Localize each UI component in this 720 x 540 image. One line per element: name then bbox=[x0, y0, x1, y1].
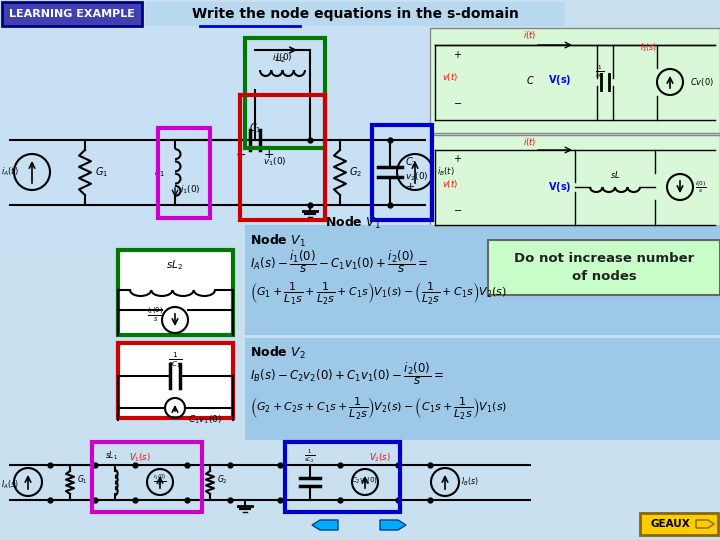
Text: $i(t)$: $i(t)$ bbox=[523, 136, 536, 148]
Text: $\frac{i_1(0)}{s}$: $\frac{i_1(0)}{s}$ bbox=[153, 472, 167, 488]
Text: $V_2(s)$: $V_2(s)$ bbox=[369, 452, 391, 464]
Text: $G_2$: $G_2$ bbox=[217, 473, 228, 485]
Text: Node $V_1$: Node $V_1$ bbox=[250, 233, 306, 249]
Text: $L_2$: $L_2$ bbox=[274, 51, 286, 65]
Text: $C_1$: $C_1$ bbox=[249, 121, 261, 135]
Text: $+$: $+$ bbox=[264, 147, 274, 160]
Text: $v(t)$: $v(t)$ bbox=[442, 71, 458, 83]
Bar bbox=[118, 343, 233, 418]
Text: $+$: $+$ bbox=[405, 181, 415, 192]
Bar bbox=[430, 135, 720, 235]
Text: $C$: $C$ bbox=[526, 74, 534, 86]
Bar bbox=[430, 28, 720, 133]
Text: $C_2 v_2(0)$: $C_2 v_2(0)$ bbox=[351, 475, 379, 485]
Text: $+$: $+$ bbox=[454, 153, 462, 164]
Text: GEAUX: GEAUX bbox=[650, 519, 690, 529]
Text: $\left(G_2 + C_2 s + C_1 s + \dfrac{1}{L_2 s}\right)V_2(s) - \left(C_1 s + \dfra: $\left(G_2 + C_2 s + C_1 s + \dfrac{1}{L… bbox=[250, 395, 508, 421]
Bar bbox=[640, 513, 718, 535]
Text: $C_1v_1(0)$: $C_1v_1(0)$ bbox=[188, 414, 222, 426]
Text: $Cv(0)$: $Cv(0)$ bbox=[690, 76, 714, 88]
Text: $sL_2$: $sL_2$ bbox=[166, 258, 184, 272]
Text: $-$: $-$ bbox=[235, 147, 246, 160]
Text: $i_2(0)$: $i_2(0)$ bbox=[271, 52, 292, 64]
FancyArrow shape bbox=[312, 520, 338, 530]
Text: LEARNING EXAMPLE: LEARNING EXAMPLE bbox=[9, 9, 135, 19]
Text: $I_1(s)$: $I_1(s)$ bbox=[640, 41, 657, 53]
Text: $C_2$: $C_2$ bbox=[405, 155, 418, 169]
Text: $i_1(0)$: $i_1(0)$ bbox=[180, 184, 201, 196]
Bar bbox=[285, 442, 400, 512]
Bar bbox=[145, 2, 565, 26]
Text: Node $V_1$: Node $V_1$ bbox=[325, 215, 381, 231]
Bar bbox=[488, 240, 720, 295]
Text: $\frac{1}{sC}$: $\frac{1}{sC}$ bbox=[595, 64, 605, 80]
Bar bbox=[0, 440, 720, 540]
Text: $v_1(0)$: $v_1(0)$ bbox=[263, 156, 287, 168]
Text: $v_2(0)$: $v_2(0)$ bbox=[405, 171, 428, 183]
Bar bbox=[158, 128, 210, 218]
Text: $i(t)$: $i(t)$ bbox=[523, 29, 536, 41]
Text: $v(t)$: $v(t)$ bbox=[442, 178, 458, 190]
Text: $\frac{1}{sC_1}$: $\frac{1}{sC_1}$ bbox=[168, 350, 182, 370]
Text: $\frac{1}{sC_2}$: $\frac{1}{sC_2}$ bbox=[305, 448, 315, 465]
Text: $V_1(s)$: $V_1(s)$ bbox=[129, 452, 151, 464]
Text: $\frac{i(0)}{s}$: $\frac{i(0)}{s}$ bbox=[695, 179, 707, 195]
Text: $i_B(t)$: $i_B(t)$ bbox=[437, 166, 455, 178]
Bar bbox=[118, 250, 233, 335]
Text: $G_1$: $G_1$ bbox=[77, 473, 88, 485]
FancyArrow shape bbox=[696, 520, 714, 528]
Text: $G_2$: $G_2$ bbox=[349, 165, 362, 179]
Text: Write the node equations in the s-domain: Write the node equations in the s-domain bbox=[192, 7, 518, 21]
Text: Node $V_2$: Node $V_2$ bbox=[250, 345, 306, 361]
FancyArrow shape bbox=[380, 520, 406, 530]
Text: $I_B(s) - C_2 v_2(0) + C_1 v_1(0) - \dfrac{i_2(0)}{s} =$: $I_B(s) - C_2 v_2(0) + C_1 v_1(0) - \dfr… bbox=[250, 360, 444, 387]
Text: $G_1$: $G_1$ bbox=[95, 165, 108, 179]
Bar bbox=[2, 2, 142, 26]
Text: $\left(G_1 + \dfrac{1}{L_1 s} + \dfrac{1}{L_2 s} + C_1 s\right)V_1(s) - \left(\d: $\left(G_1 + \dfrac{1}{L_1 s} + \dfrac{1… bbox=[250, 280, 507, 306]
Bar bbox=[240, 95, 325, 220]
Text: $-$: $-$ bbox=[454, 97, 462, 107]
Bar bbox=[92, 442, 202, 512]
Text: $sL_1$: $sL_1$ bbox=[105, 449, 119, 462]
Bar bbox=[245, 38, 325, 148]
Text: Do not increase number
of nodes: Do not increase number of nodes bbox=[514, 252, 694, 282]
Text: $\mathbf{V(s)}$: $\mathbf{V(s)}$ bbox=[549, 73, 572, 87]
Text: $\frac{i_2(0)}{s}$: $\frac{i_2(0)}{s}$ bbox=[147, 306, 163, 324]
Bar bbox=[245, 225, 720, 335]
Bar bbox=[0, 28, 430, 258]
Text: $-$: $-$ bbox=[454, 204, 462, 214]
Text: $i_A(t)$: $i_A(t)$ bbox=[1, 166, 19, 178]
Text: $L_1$: $L_1$ bbox=[155, 165, 166, 179]
Text: $I_A(s) - \dfrac{i_1(0)}{s} - C_1v_1(0) + \dfrac{i_2(0)}{s} =$: $I_A(s) - \dfrac{i_1(0)}{s} - C_1v_1(0) … bbox=[250, 248, 428, 275]
Text: $+$: $+$ bbox=[454, 49, 462, 60]
Text: $sL$: $sL$ bbox=[610, 169, 620, 180]
Text: $I_B(s)$: $I_B(s)$ bbox=[461, 476, 479, 488]
Text: $\mathbf{V(s)}$: $\mathbf{V(s)}$ bbox=[549, 180, 572, 194]
Text: $I_A(s)$: $I_A(s)$ bbox=[1, 479, 19, 491]
Bar bbox=[372, 125, 432, 220]
Bar bbox=[245, 338, 720, 453]
